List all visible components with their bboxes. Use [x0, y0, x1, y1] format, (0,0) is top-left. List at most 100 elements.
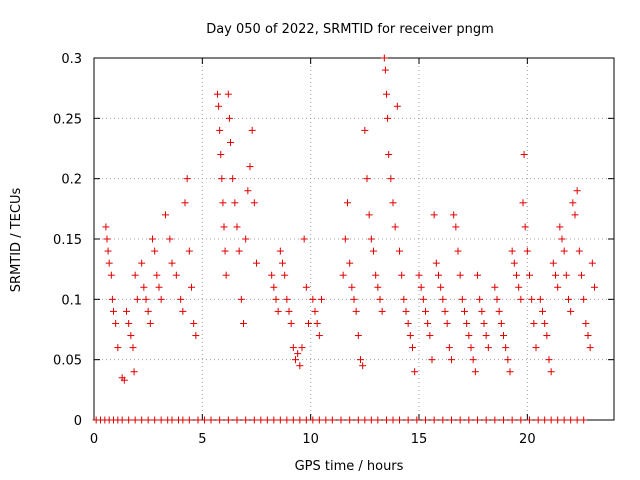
data-point — [376, 295, 384, 303]
data-point — [502, 344, 510, 352]
data-point — [430, 211, 438, 219]
data-point — [517, 295, 525, 303]
data-point — [391, 223, 399, 231]
data-point — [482, 416, 490, 424]
data-point — [292, 356, 299, 364]
data-point — [359, 362, 367, 370]
data-point — [374, 283, 382, 291]
data-point — [302, 416, 310, 424]
data-point — [402, 307, 410, 315]
data-point — [560, 247, 568, 255]
data-point — [571, 211, 579, 219]
data-point — [448, 416, 455, 424]
data-point — [296, 362, 304, 370]
data-point — [419, 295, 427, 303]
data-point — [567, 307, 575, 315]
data-point — [263, 416, 271, 424]
data-point — [224, 416, 232, 424]
data-point — [229, 175, 237, 183]
data-point — [237, 295, 245, 303]
y-tick-label: 0 — [74, 414, 82, 429]
data-point — [224, 90, 232, 98]
data-point — [108, 295, 116, 303]
data-point — [107, 271, 115, 279]
data-point — [250, 199, 258, 207]
data-point — [129, 344, 137, 352]
data-point — [112, 319, 120, 327]
data-point — [194, 416, 202, 424]
y-tick-labels: 0 0.05 0.1 0.15 0.2 0.25 0.3 — [53, 52, 82, 429]
data-point — [384, 114, 392, 122]
data-point — [231, 199, 239, 207]
data-point — [315, 416, 323, 424]
data-point — [580, 295, 588, 303]
data-point — [508, 416, 516, 424]
data-point — [541, 416, 549, 424]
data-point — [339, 271, 347, 279]
data-point — [233, 223, 241, 231]
data-point — [222, 271, 230, 279]
data-point — [558, 235, 566, 243]
data-point — [294, 350, 302, 358]
data-point — [313, 319, 321, 327]
data-point — [166, 235, 174, 243]
data-point — [506, 368, 514, 376]
data-point — [216, 126, 224, 134]
data-point — [276, 247, 284, 255]
data-point — [591, 283, 598, 291]
data-points — [92, 54, 598, 424]
data-point — [439, 295, 447, 303]
data-point — [411, 368, 419, 376]
data-point — [168, 259, 176, 267]
data-point — [250, 416, 258, 424]
data-point — [120, 376, 128, 384]
data-point — [130, 368, 138, 376]
data-point — [367, 416, 375, 424]
data-point — [123, 307, 130, 315]
data-point — [283, 416, 291, 424]
data-point — [138, 416, 146, 424]
data-point — [541, 319, 549, 327]
data-point — [242, 416, 250, 424]
data-point — [569, 199, 577, 207]
data-point — [396, 416, 403, 424]
data-point — [560, 416, 568, 424]
data-point — [322, 416, 330, 424]
data-point — [383, 416, 390, 424]
data-point — [491, 283, 499, 291]
data-point — [309, 416, 317, 424]
chart-title: Day 050 of 2022, SRMTID for receiver png… — [206, 22, 494, 37]
x-tick-labels: 0 5 10 15 20 — [90, 432, 536, 447]
data-point — [348, 283, 356, 291]
data-point — [422, 307, 429, 315]
data-point — [398, 271, 406, 279]
data-point — [253, 259, 260, 267]
data-point — [562, 271, 570, 279]
data-point — [409, 344, 416, 352]
data-point — [424, 319, 432, 327]
data-point — [283, 295, 291, 303]
data-point — [515, 283, 523, 291]
data-point — [422, 416, 429, 424]
data-point — [361, 416, 369, 424]
axis-ticks — [93, 57, 614, 421]
data-point — [387, 175, 395, 183]
data-point — [190, 319, 198, 327]
data-point — [185, 416, 193, 424]
data-point — [586, 344, 594, 352]
data-point — [556, 223, 564, 231]
data-point — [463, 319, 471, 327]
data-point — [183, 175, 191, 183]
data-point — [127, 332, 135, 340]
data-point — [543, 332, 551, 340]
data-point — [257, 416, 265, 424]
data-point — [215, 102, 223, 110]
data-point — [370, 247, 377, 255]
data-point — [179, 307, 187, 315]
data-point — [549, 259, 557, 267]
data-point — [510, 259, 518, 267]
data-point — [285, 307, 293, 315]
data-point — [467, 344, 475, 352]
data-point — [389, 416, 397, 424]
